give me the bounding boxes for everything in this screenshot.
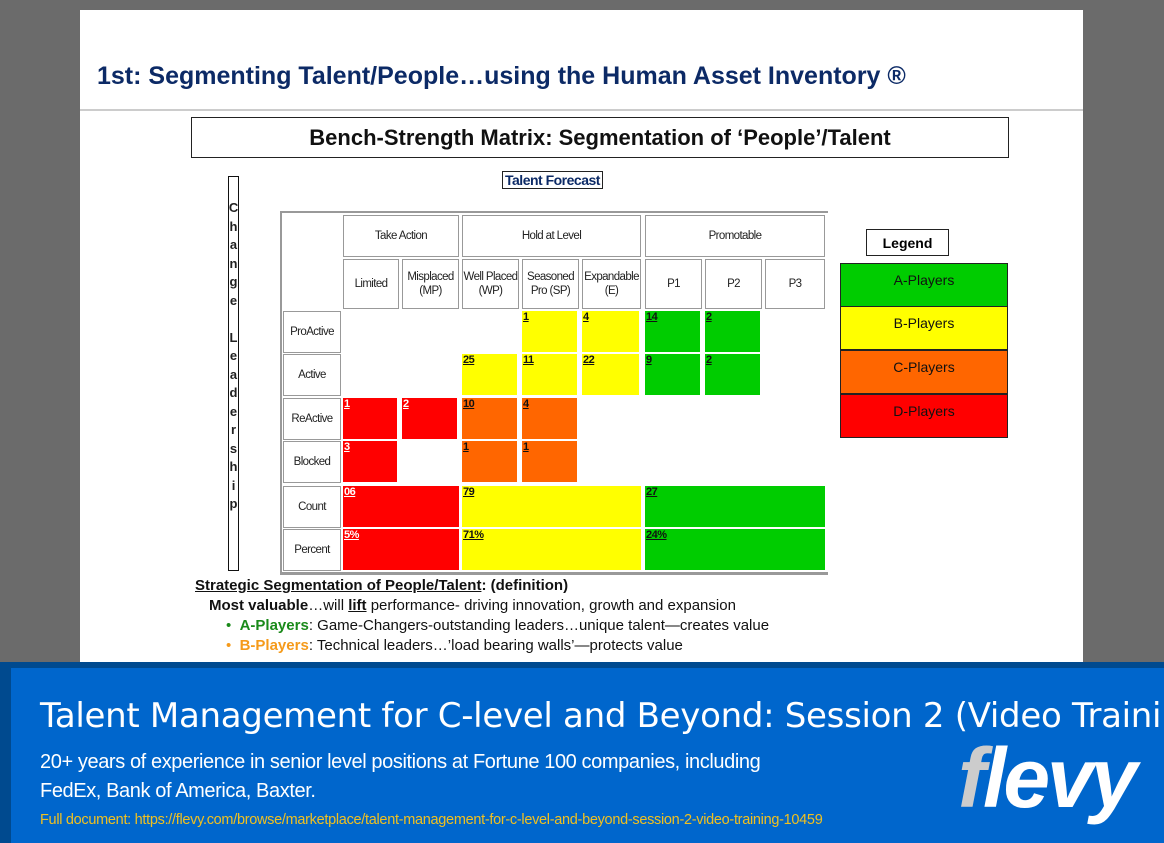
matrix-cell: 2 xyxy=(705,311,760,352)
b-players-text: : Technical leaders…’load bearing walls’… xyxy=(308,637,683,654)
vertical-letter: e xyxy=(229,348,238,363)
flevy-logo: flevy xyxy=(958,731,1137,825)
matrix-cell: 1 xyxy=(522,311,577,352)
vertical-letter: e xyxy=(229,403,238,419)
definition-most-valuable: Most valuable…will lift performance- dri… xyxy=(209,597,736,614)
definition-b-players: • B-Players: Technical leaders…’load bea… xyxy=(226,637,683,654)
vertical-letter xyxy=(232,310,236,329)
column-header: P1 xyxy=(645,259,702,309)
slide-title: 1st: Segmenting Talent/People…using the … xyxy=(97,62,906,90)
legend-title: Legend xyxy=(866,229,949,256)
matrix-cell: 24% xyxy=(645,529,825,570)
vertical-letter: n xyxy=(229,255,238,271)
title-divider xyxy=(80,109,1083,111)
legend-item: A-Players xyxy=(840,263,1008,307)
most-valuable-label: Most valuable xyxy=(209,597,309,614)
matrix-cell: 1 xyxy=(462,441,517,482)
matrix-cell: 9 xyxy=(645,354,700,395)
b-players-label: B-Players xyxy=(239,637,309,654)
a-players-label: A-Players xyxy=(239,617,309,634)
matrix-cell: 10 xyxy=(462,398,517,439)
row-header: ProActive xyxy=(283,311,341,353)
definition-heading-suffix: : (definition) xyxy=(481,577,569,594)
bench-strength-matrix xyxy=(280,211,828,575)
group-header: Promotable xyxy=(645,215,825,257)
bullet-icon: • xyxy=(226,637,240,654)
row-header: Count xyxy=(283,486,341,528)
matrix-cell: 1 xyxy=(343,398,397,439)
mv-text-2: performance- driving innovation, growth … xyxy=(366,597,736,614)
definition-heading: Strategic Segmentation of People/Talent:… xyxy=(195,577,568,594)
a-players-text: : Game-Changers-outstanding leaders…uniq… xyxy=(308,617,770,634)
legend-item: D-Players xyxy=(840,394,1008,438)
vertical-letter: g xyxy=(229,274,238,289)
vertical-letter: e xyxy=(229,292,238,308)
matrix-cell: 2 xyxy=(705,354,760,395)
legend-item: C-Players xyxy=(840,350,1008,394)
mv-text: …will xyxy=(308,597,349,614)
matrix-cell: 71% xyxy=(462,529,641,570)
legend-item: B-Players xyxy=(840,306,1008,350)
matrix-cell: 14 xyxy=(645,311,700,352)
column-header: Limited xyxy=(343,259,399,309)
vertical-letter: d xyxy=(229,385,238,400)
matrix-cell: 5% xyxy=(343,529,459,570)
matrix-cell: 06 xyxy=(343,486,459,527)
banner-panel: Talent Management for C-level and Beyond… xyxy=(11,668,1164,843)
definition-heading-text: Strategic Segmentation of People/Talent xyxy=(195,577,482,594)
group-header: Take Action xyxy=(343,215,459,257)
matrix-cell: 1 xyxy=(522,441,577,482)
vertical-letter: h xyxy=(229,218,238,234)
column-header: Misplaced (MP) xyxy=(402,259,459,309)
group-header: Hold at Level xyxy=(462,215,641,257)
banner-subtitle-line: FedEx, Bank of America, Baxter. xyxy=(40,780,316,802)
matrix-cell: 4 xyxy=(522,398,577,439)
matrix-cell: 25 xyxy=(462,354,517,395)
banner-subtitle-line: 20+ years of experience in senior level … xyxy=(40,751,761,773)
matrix-cell: 2 xyxy=(402,398,457,439)
definition-a-players: • A-Players: Game-Changers-outstanding l… xyxy=(226,617,769,634)
column-header: P3 xyxy=(765,259,825,309)
vertical-letter: s xyxy=(229,440,238,456)
matrix-cell: 4 xyxy=(582,311,639,352)
column-header: Well Placed (WP) xyxy=(462,259,519,309)
vertical-letter: p xyxy=(229,496,238,511)
matrix-cell: 11 xyxy=(522,354,577,395)
column-header: Seasoned Pro (SP) xyxy=(522,259,579,309)
row-header: Blocked xyxy=(283,441,341,483)
matrix-cell: 27 xyxy=(645,486,825,527)
matrix-cell: 3 xyxy=(343,441,397,482)
matrix-cell: 79 xyxy=(462,486,641,527)
column-header: Expandable (E) xyxy=(582,259,641,309)
vertical-letter: r xyxy=(230,422,237,437)
row-header: ReActive xyxy=(283,398,341,440)
full-document-link[interactable]: Full document: https://flevy.com/browse/… xyxy=(40,812,823,828)
promo-banner: Talent Management for C-level and Beyond… xyxy=(0,662,1164,843)
column-header: P2 xyxy=(705,259,762,309)
row-header: Percent xyxy=(283,529,341,571)
bullet-icon: • xyxy=(226,617,240,634)
vertical-letter: h xyxy=(229,459,238,474)
vertical-letter: L xyxy=(229,329,238,345)
row-header: Active xyxy=(283,354,341,396)
vertical-letter: C xyxy=(228,200,239,215)
vertical-letter: a xyxy=(229,237,238,252)
vertical-letter: i xyxy=(231,477,236,493)
talent-forecast-label: Talent Forecast xyxy=(502,171,603,189)
matrix-cell: 22 xyxy=(582,354,639,395)
banner-title: Talent Management for C-level and Beyond… xyxy=(40,696,1164,736)
matrix-title: Bench-Strength Matrix: Segmentation of ‘… xyxy=(191,117,1009,158)
banner-subtitle: 20+ years of experience in senior level … xyxy=(40,748,761,806)
lift-word: lift xyxy=(348,597,367,614)
vertical-letter: a xyxy=(229,366,238,382)
